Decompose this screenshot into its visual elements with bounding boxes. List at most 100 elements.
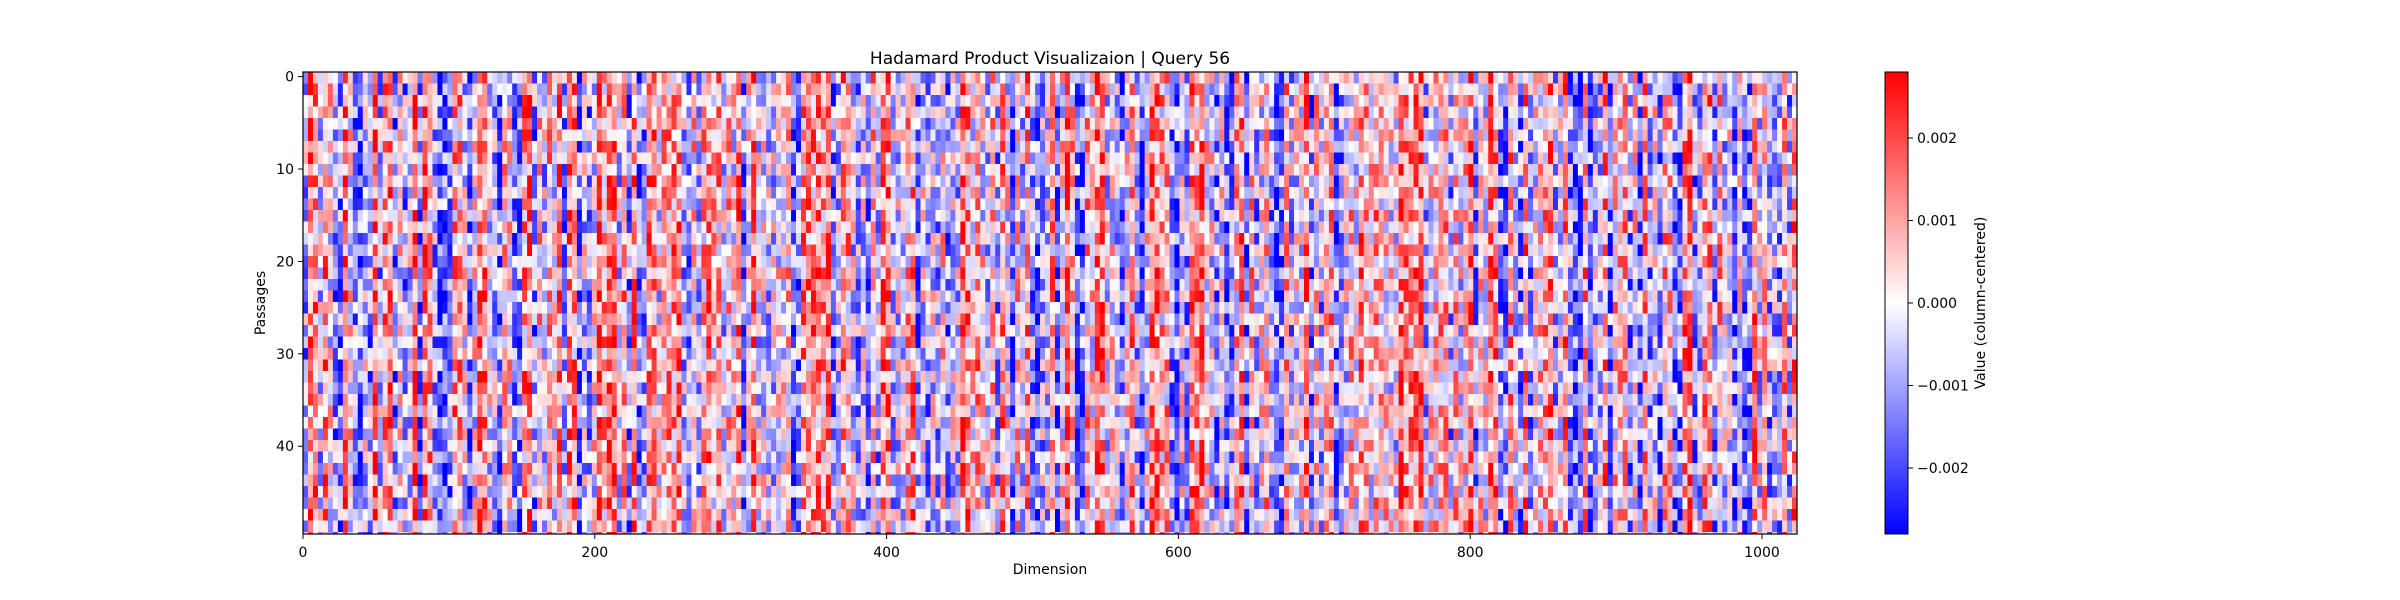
- heatmap-cell: [855, 463, 862, 475]
- heatmap-cell: [860, 509, 867, 521]
- heatmap-cell: [397, 348, 403, 360]
- heatmap-cell: [681, 141, 687, 153]
- heatmap-cell: [741, 83, 747, 95]
- heatmap-cell: [362, 325, 369, 337]
- heatmap-cell: [417, 382, 423, 394]
- heatmap-cell: [875, 256, 882, 268]
- heatmap-cell: [317, 302, 324, 314]
- heatmap-cell: [761, 267, 767, 279]
- heatmap-cell: [322, 497, 329, 509]
- heatmap-column: [671, 72, 677, 534]
- heatmap-cell: [815, 440, 822, 452]
- heatmap-cell: [601, 497, 608, 509]
- heatmap-cell: [786, 233, 792, 245]
- heatmap-cell: [337, 497, 344, 509]
- heatmap-cell: [482, 509, 488, 521]
- heatmap-cell: [611, 210, 618, 222]
- heatmap-cell: [566, 233, 573, 245]
- heatmap-cell: [332, 325, 339, 337]
- heatmap-cell: [566, 256, 573, 268]
- heatmap-cell: [885, 72, 892, 84]
- heatmap-cell: [447, 394, 453, 406]
- heatmap-cell: [636, 451, 643, 463]
- heatmap-cell: [611, 198, 618, 210]
- heatmap-cell: [576, 474, 583, 486]
- heatmap-cell: [741, 118, 747, 130]
- heatmap-cell: [367, 141, 374, 153]
- heatmap-cell: [327, 463, 334, 475]
- heatmap-cell: [417, 451, 423, 463]
- heatmap-cell: [347, 382, 354, 394]
- heatmap-cell: [796, 141, 802, 153]
- heatmap-cell: [646, 141, 652, 153]
- heatmap-cell: [532, 486, 538, 498]
- heatmap-cell: [472, 394, 478, 406]
- heatmap-cell: [815, 198, 822, 210]
- heatmap-cell: [362, 359, 369, 371]
- heatmap-cell: [566, 417, 573, 429]
- heatmap-cell: [726, 187, 732, 199]
- heatmap-cell: [681, 394, 687, 406]
- heatmap-cell: [626, 532, 633, 534]
- heatmap-cell: [646, 129, 652, 141]
- heatmap-cell: [606, 532, 613, 534]
- heatmap-cell: [651, 175, 657, 187]
- heatmap-cell: [507, 509, 513, 521]
- heatmap-cell: [322, 106, 329, 118]
- heatmap-cell: [756, 106, 762, 118]
- heatmap-cell: [726, 290, 732, 302]
- heatmap-cell: [377, 279, 384, 291]
- heatmap-cell: [741, 164, 747, 176]
- heatmap-cell: [507, 279, 513, 291]
- heatmap-cell: [860, 359, 867, 371]
- heatmap-cell: [835, 279, 842, 291]
- heatmap-cell: [681, 244, 687, 256]
- heatmap-cell: [686, 279, 692, 291]
- heatmap-cell: [502, 129, 508, 141]
- heatmap-cell: [457, 440, 463, 452]
- heatmap-cell: [367, 336, 374, 348]
- heatmap-cell: [631, 497, 638, 509]
- heatmap-cell: [815, 187, 822, 199]
- heatmap-cell: [556, 152, 563, 164]
- heatmap-cell: [855, 244, 862, 256]
- heatmap-cell: [830, 72, 837, 84]
- heatmap-cell: [641, 451, 648, 463]
- heatmap-cell: [681, 95, 687, 107]
- heatmap-cell: [586, 187, 593, 199]
- heatmap-cell: [407, 497, 413, 509]
- heatmap-cell: [686, 198, 692, 210]
- heatmap-cell: [681, 325, 687, 337]
- heatmap-cell: [472, 520, 478, 532]
- heatmap-cell: [781, 463, 787, 475]
- heatmap-cell: [741, 72, 747, 84]
- heatmap-cell: [517, 164, 523, 176]
- heatmap-cell: [890, 463, 897, 475]
- heatmap-cell: [342, 417, 349, 429]
- heatmap-cell: [746, 233, 752, 245]
- heatmap-cell: [392, 152, 399, 164]
- heatmap-cell: [646, 72, 652, 84]
- heatmap-cell: [472, 244, 478, 256]
- heatmap-cell: [890, 95, 897, 107]
- heatmap-cell: [427, 474, 433, 486]
- heatmap-cell: [626, 348, 633, 360]
- heatmap-cell: [382, 221, 389, 233]
- heatmap-cell: [880, 187, 887, 199]
- heatmap-cell: [452, 198, 458, 210]
- heatmap-cell: [761, 532, 767, 534]
- heatmap-cell: [880, 520, 887, 532]
- heatmap-cell: [362, 256, 369, 268]
- heatmap-cell: [442, 348, 448, 360]
- heatmap-cell: [497, 325, 503, 337]
- heatmap-cell: [452, 244, 458, 256]
- heatmap-cell: [885, 394, 892, 406]
- heatmap-cell: [566, 497, 573, 509]
- heatmap-cell: [432, 106, 438, 118]
- heatmap-cell: [621, 509, 628, 521]
- heatmap-cell: [786, 394, 792, 406]
- heatmap-cell: [372, 532, 379, 534]
- heatmap-cell: [721, 175, 727, 187]
- heatmap-cell: [835, 371, 842, 383]
- heatmap-cell: [850, 290, 857, 302]
